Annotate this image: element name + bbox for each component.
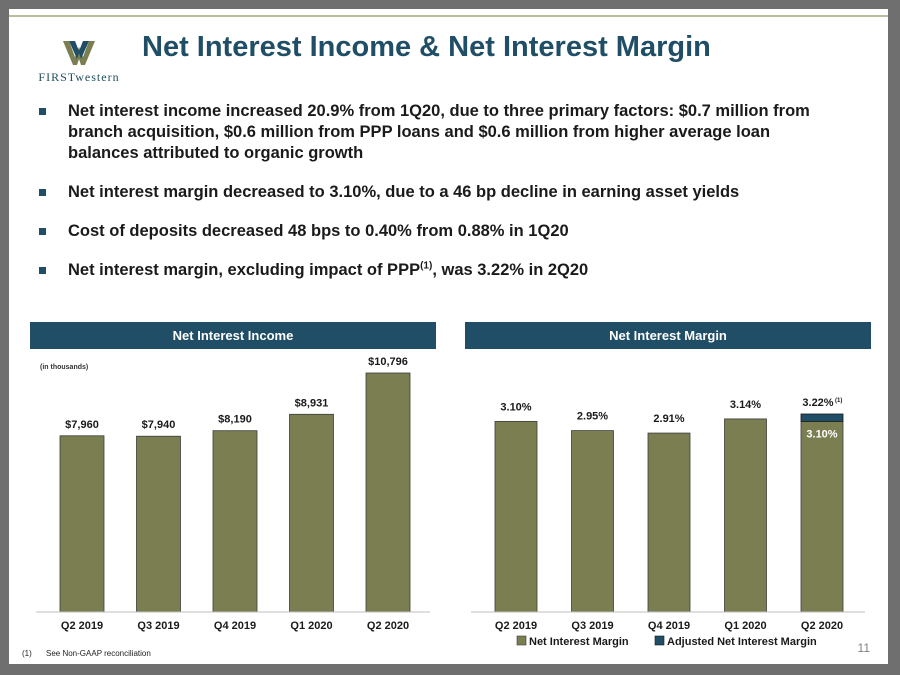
bar bbox=[212, 430, 258, 613]
bullet-text-after: , was 3.22% in 2Q20 bbox=[432, 261, 589, 279]
footnote: (1) See Non-GAAP reconciliation bbox=[22, 649, 151, 658]
bar-value-label: 2.95% bbox=[577, 411, 608, 423]
bullet-square-icon bbox=[39, 267, 46, 274]
bullet-square-icon bbox=[39, 108, 46, 115]
page-number: 11 bbox=[857, 641, 870, 655]
x-tick-label: Q1 2020 bbox=[290, 620, 332, 632]
x-tick-label: Q4 2019 bbox=[214, 620, 256, 632]
nim-chart: 3.10% Q2 2019 2.95% Q3 2019 2.91% Q4 2019 3.14… bbox=[471, 397, 865, 648]
footnote-text: See Non-GAAP reconciliation bbox=[46, 649, 151, 658]
unit-note: (in thousands) bbox=[40, 364, 88, 371]
adjusted-footnote-ref: (1) bbox=[835, 398, 842, 404]
legend-label: Adjusted Net Interest Margin bbox=[667, 636, 817, 648]
bar bbox=[800, 420, 844, 613]
x-tick-label: Q2 2019 bbox=[495, 620, 537, 632]
x-tick-label: Q4 2019 bbox=[648, 620, 690, 632]
bullet-item: Net interest income increased 20.9% from… bbox=[39, 101, 819, 164]
bar-value-label: $7,960 bbox=[65, 419, 99, 431]
bullet-item: Net interest margin, excluding impact of… bbox=[39, 260, 819, 281]
logo-text: FIRSTwestern bbox=[23, 70, 135, 85]
bar bbox=[571, 430, 614, 613]
legend-swatch bbox=[654, 635, 665, 646]
bar bbox=[647, 432, 691, 613]
bar bbox=[494, 420, 538, 613]
bullet-text: Net interest margin decreased to 3.10%, … bbox=[68, 183, 740, 201]
x-tick-label: Q1 2020 bbox=[724, 620, 766, 632]
logo-text-bold: FIRST bbox=[38, 70, 76, 84]
slide: FIRSTwestern Net Interest Income & Net I… bbox=[9, 9, 888, 664]
bar-value-label: $8,931 bbox=[295, 397, 329, 409]
bullet-list: Net interest income increased 20.9% from… bbox=[39, 101, 819, 299]
bar bbox=[59, 435, 105, 613]
nii-chart: (in thousands) $7,960 Q2 2019 $7,940 Q3 2019… bbox=[36, 356, 430, 632]
bar-value-label: $8,190 bbox=[218, 414, 252, 426]
x-tick-label: Q2 2020 bbox=[367, 620, 409, 632]
bullet-square-icon bbox=[39, 228, 46, 235]
bullet-footnote-ref: (1) bbox=[420, 260, 433, 272]
bar-value-label: 2.91% bbox=[653, 413, 684, 425]
legend-label: Net Interest Margin bbox=[529, 636, 629, 648]
bar-value-label: $7,940 bbox=[142, 419, 176, 431]
bullet-item: Cost of deposits decreased 48 bps to 0.4… bbox=[39, 221, 819, 242]
logo-mark-icon bbox=[63, 41, 95, 65]
bar-value-label: 3.10% bbox=[500, 401, 531, 413]
bar-value-label: 3.10% bbox=[806, 428, 837, 440]
adjusted-bar bbox=[800, 413, 844, 422]
bar bbox=[136, 435, 181, 613]
adjusted-total-label: 3.22% bbox=[802, 397, 833, 409]
bar bbox=[365, 372, 411, 613]
bullet-square-icon bbox=[39, 189, 46, 196]
bar bbox=[289, 413, 334, 613]
footnote-number: (1) bbox=[22, 649, 32, 658]
bar-value-label: 3.14% bbox=[730, 399, 761, 411]
top-divider bbox=[9, 15, 888, 17]
bullet-text: Net interest income increased 20.9% from… bbox=[68, 102, 810, 162]
nim-chart-title: Net Interest Margin bbox=[465, 322, 871, 349]
x-tick-label: Q2 2020 bbox=[801, 620, 843, 632]
bar-value-label: $10,796 bbox=[368, 356, 408, 368]
bullet-text: Cost of deposits decreased 48 bps to 0.4… bbox=[68, 222, 569, 240]
bullet-item: Net interest margin decreased to 3.10%, … bbox=[39, 182, 819, 203]
nii-chart-title: Net Interest Income bbox=[30, 322, 436, 349]
logo-text-rest: western bbox=[75, 70, 120, 84]
page-title: Net Interest Income & Net Interest Margi… bbox=[142, 31, 711, 63]
legend-swatch bbox=[516, 635, 527, 646]
company-logo: FIRSTwestern bbox=[23, 37, 135, 85]
x-tick-label: Q3 2019 bbox=[571, 620, 613, 632]
bullet-text-before: Net interest margin, excluding impact of… bbox=[68, 261, 421, 279]
x-tick-label: Q3 2019 bbox=[137, 620, 179, 632]
x-tick-label: Q2 2019 bbox=[61, 620, 103, 632]
bar bbox=[724, 418, 767, 613]
